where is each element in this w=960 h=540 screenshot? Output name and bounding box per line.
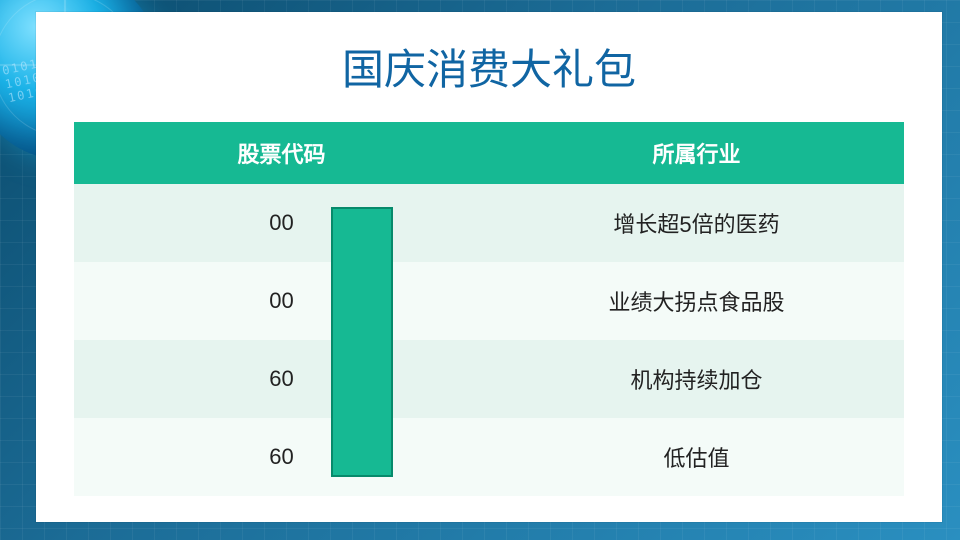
col-header-code: 股票代码: [74, 122, 489, 184]
cell-code: 00: [74, 184, 489, 262]
stock-table: 股票代码 所属行业 00 增长超5倍的医药 00 业绩大拐点食品股 60: [74, 122, 904, 496]
table-row: 00 业绩大拐点食品股: [74, 262, 904, 340]
table-header-row: 股票代码 所属行业: [74, 122, 904, 184]
table-row: 60 低估值: [74, 418, 904, 496]
col-header-industry: 所属行业: [489, 122, 904, 184]
slide-title: 国庆消费大礼包: [36, 36, 942, 97]
table-row: 00 增长超5倍的医药: [74, 184, 904, 262]
slide-root: 0101010101010 1010101010 01010101 101010…: [0, 0, 960, 540]
cell-code: 60: [74, 418, 489, 496]
redaction-box: [331, 207, 393, 477]
cell-code: 00: [74, 262, 489, 340]
stock-table-wrap: 股票代码 所属行业 00 增长超5倍的医药 00 业绩大拐点食品股 60: [74, 122, 904, 496]
cell-industry: 低估值: [489, 418, 904, 496]
cell-code: 60: [74, 340, 489, 418]
cell-industry: 业绩大拐点食品股: [489, 262, 904, 340]
cell-industry: 机构持续加仓: [489, 340, 904, 418]
table-row: 60 机构持续加仓: [74, 340, 904, 418]
cell-industry: 增长超5倍的医药: [489, 184, 904, 262]
content-card: 国庆消费大礼包 股票代码 所属行业 00 增长超5倍的医药 00: [36, 12, 942, 522]
